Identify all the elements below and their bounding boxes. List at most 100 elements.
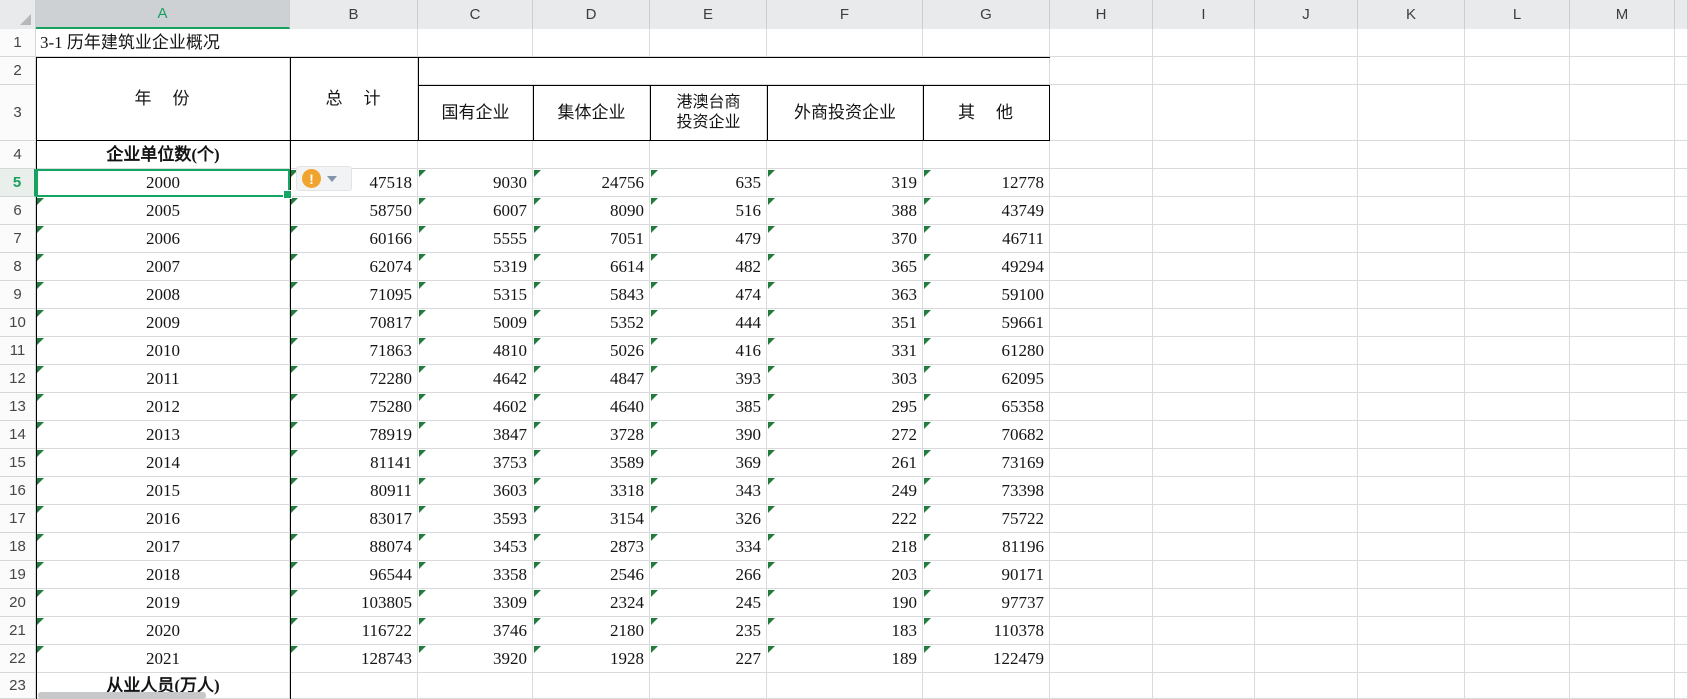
cell[interactable]	[290, 645, 418, 673]
cell[interactable]	[36, 29, 290, 57]
cell[interactable]	[1255, 169, 1358, 197]
cell-value[interactable]: 75280	[290, 393, 418, 421]
cell[interactable]	[290, 253, 418, 281]
cell-value[interactable]: 103805	[290, 589, 418, 617]
cell[interactable]	[1675, 253, 1688, 281]
cell[interactable]	[923, 253, 1050, 281]
cell[interactable]	[418, 169, 533, 197]
cell-year[interactable]: 2005	[36, 197, 290, 225]
cell[interactable]	[533, 505, 650, 533]
cell[interactable]	[1465, 141, 1570, 169]
cell[interactable]	[1050, 393, 1153, 421]
cell[interactable]	[923, 477, 1050, 505]
cell-year[interactable]: 2006	[36, 225, 290, 253]
cell-value[interactable]: 444	[650, 309, 767, 337]
cell[interactable]	[923, 617, 1050, 645]
cell-value[interactable]: 110378	[923, 617, 1050, 645]
cell[interactable]	[767, 673, 923, 699]
cell-value[interactable]: 58750	[290, 197, 418, 225]
column-header-K[interactable]: K	[1358, 0, 1465, 29]
cell[interactable]	[650, 225, 767, 253]
cell[interactable]	[1570, 477, 1675, 505]
cell-value[interactable]: 83017	[290, 505, 418, 533]
row-header-4[interactable]: 4	[0, 141, 36, 169]
cell-value[interactable]: 227	[650, 645, 767, 673]
cell-value[interactable]: 60166	[290, 225, 418, 253]
cell-year[interactable]: 2007	[36, 253, 290, 281]
cell[interactable]	[1153, 589, 1255, 617]
header-cell-total[interactable]: 总 计	[325, 89, 383, 109]
cell[interactable]	[1570, 57, 1675, 85]
cell[interactable]	[418, 337, 533, 365]
cell[interactable]	[1465, 393, 1570, 421]
cell[interactable]	[1675, 169, 1688, 197]
cell-year[interactable]: 2015	[36, 477, 290, 505]
column-header-J[interactable]: J	[1255, 0, 1358, 29]
row-header-11[interactable]: 11	[0, 337, 36, 365]
cell[interactable]	[36, 253, 290, 281]
cell-value[interactable]: 5319	[418, 253, 533, 281]
cell[interactable]	[1570, 337, 1675, 365]
cell-year[interactable]: 2019	[36, 589, 290, 617]
cell[interactable]	[1465, 197, 1570, 225]
cell-value[interactable]: 3593	[418, 505, 533, 533]
cell[interactable]	[650, 197, 767, 225]
cell[interactable]	[1153, 421, 1255, 449]
cell[interactable]	[36, 225, 290, 253]
cell[interactable]	[36, 281, 290, 309]
row-header-7[interactable]: 7	[0, 225, 36, 253]
cell[interactable]	[36, 337, 290, 365]
cell-year[interactable]: 2008	[36, 281, 290, 309]
cell[interactable]	[290, 141, 418, 169]
cell[interactable]	[1358, 589, 1465, 617]
cell-year[interactable]: 2017	[36, 533, 290, 561]
cell[interactable]	[533, 589, 650, 617]
cell[interactable]	[1255, 589, 1358, 617]
cell-value[interactable]: 59100	[923, 281, 1050, 309]
row-header-23[interactable]: 23	[0, 673, 36, 699]
cell-value[interactable]: 128743	[290, 645, 418, 673]
cell-value[interactable]: 261	[767, 449, 923, 477]
column-header-M[interactable]: M	[1570, 0, 1675, 29]
cell[interactable]	[36, 617, 290, 645]
cell[interactable]	[418, 561, 533, 589]
cell[interactable]	[767, 533, 923, 561]
cell[interactable]	[1675, 29, 1688, 57]
cell-year[interactable]: 2013	[36, 421, 290, 449]
column-header-E[interactable]: E	[650, 0, 767, 29]
cell[interactable]	[1570, 281, 1675, 309]
cell[interactable]	[1358, 533, 1465, 561]
cell[interactable]	[1255, 393, 1358, 421]
cell[interactable]	[1570, 169, 1675, 197]
cell[interactable]	[650, 533, 767, 561]
cell[interactable]	[533, 197, 650, 225]
cell[interactable]	[290, 57, 418, 85]
cell[interactable]	[418, 197, 533, 225]
cell[interactable]	[1153, 449, 1255, 477]
cell[interactable]	[767, 561, 923, 589]
row-header-16[interactable]: 16	[0, 477, 36, 505]
cell[interactable]	[1050, 225, 1153, 253]
cell[interactable]	[1050, 197, 1153, 225]
row-header-19[interactable]: 19	[0, 561, 36, 589]
cell[interactable]	[533, 309, 650, 337]
cell[interactable]	[650, 337, 767, 365]
cell[interactable]	[650, 29, 767, 57]
cell[interactable]	[767, 505, 923, 533]
cell[interactable]	[1570, 505, 1675, 533]
cell[interactable]	[1358, 225, 1465, 253]
cell[interactable]	[1255, 85, 1358, 141]
cell[interactable]	[1255, 253, 1358, 281]
column-header-B[interactable]: B	[290, 0, 418, 29]
cell-value[interactable]: 9030	[418, 169, 533, 197]
cell[interactable]	[1675, 197, 1688, 225]
cell[interactable]	[1050, 337, 1153, 365]
cell-value[interactable]: 6614	[533, 253, 650, 281]
cell[interactable]	[1255, 561, 1358, 589]
cell[interactable]	[1153, 225, 1255, 253]
row-header-20[interactable]: 20	[0, 589, 36, 617]
header-cell-collective[interactable]: 集体企业	[557, 103, 626, 123]
cell[interactable]	[1465, 449, 1570, 477]
cell[interactable]	[36, 421, 290, 449]
cell[interactable]	[290, 197, 418, 225]
